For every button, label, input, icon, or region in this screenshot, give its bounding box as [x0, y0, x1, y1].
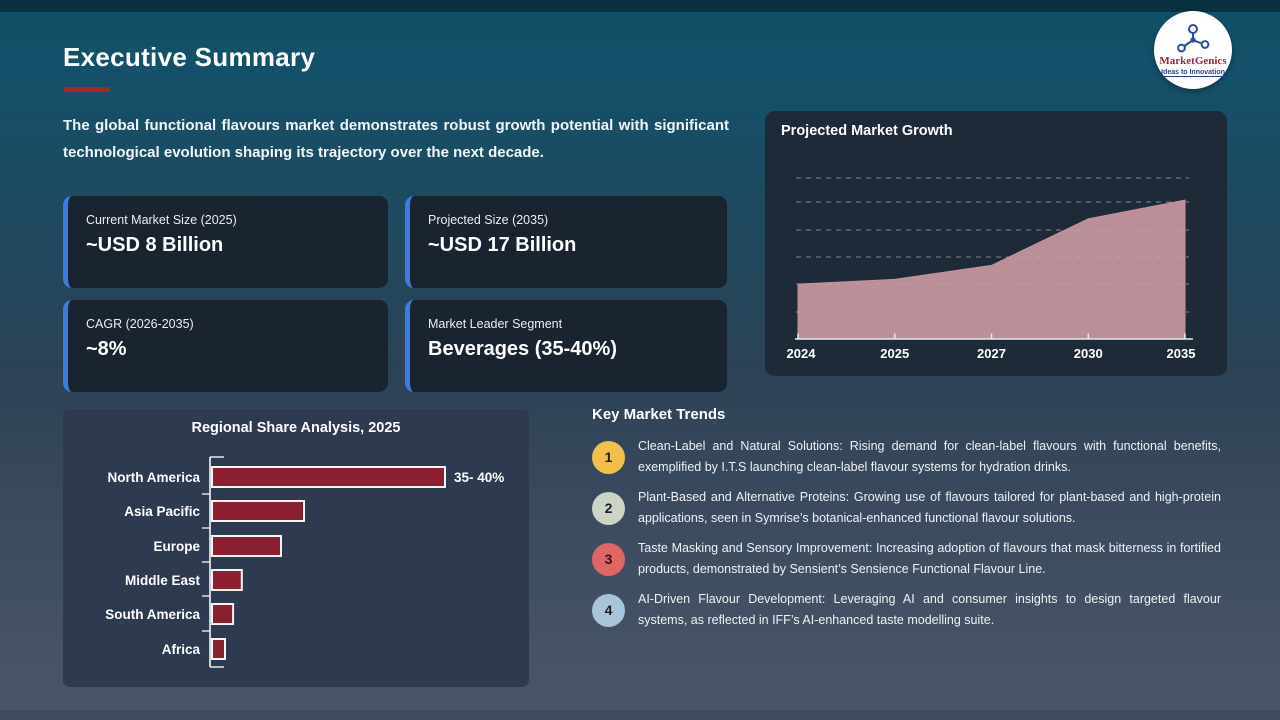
growth-chart-title: Projected Market Growth — [781, 123, 953, 139]
stat-card-market-leader: Market Leader Segment Beverages (35-40%) — [405, 300, 727, 392]
trend-text: Clean-Label and Natural Solutions: Risin… — [638, 439, 1221, 474]
stat-cards: Current Market Size (2025) ~USD 8 Billio… — [63, 196, 727, 392]
stat-card-label: CAGR (2026-2035) — [86, 317, 194, 331]
trend-list: 1 Clean-Label and Natural Solutions: Risi… — [592, 436, 1222, 631]
stat-card-value: ~USD 8 Billion — [86, 234, 224, 256]
key-market-trends: Key Market Trends 1 Clean-Label and Natur… — [592, 406, 1222, 640]
bar-europe — [211, 535, 282, 557]
trend-number-badge: 4 — [592, 593, 625, 627]
bar-category-label: North America — [107, 470, 200, 485]
x-axis-label: 2024 — [787, 346, 817, 359]
trend-item: 1 Clean-Label and Natural Solutions: Risi… — [592, 436, 1222, 478]
x-axis-label: 2025 — [880, 346, 909, 359]
stat-card-label: Market Leader Segment — [428, 317, 563, 331]
bar-category-label: Asia Pacific — [124, 504, 200, 519]
regional-chart-title: Regional Share Analysis, 2025 — [191, 420, 401, 436]
regional-bar-chart: North America 35- 40% Asia Pacific Europe Mi… — [105, 456, 504, 668]
stat-card-label: Projected Size (2035) — [428, 213, 549, 227]
stat-card-value: Beverages (35-40%) — [428, 338, 617, 360]
top-strip — [0, 0, 1280, 12]
bar-category-label: South America — [105, 607, 200, 622]
trend-text: Plant-Based and Alternative Proteins: Gr… — [638, 490, 1221, 525]
page-title: Executive Summary — [63, 42, 316, 72]
trend-number-badge: 2 — [592, 491, 625, 525]
logo-name: MarketGenics — [1159, 55, 1227, 68]
trend-item: 4 AI-Driven Flavour Development: Leveragi… — [592, 589, 1222, 631]
bar-south-america — [211, 603, 235, 625]
growth-chart-panel: Projected Market Growth 2024 2025 2027 2030… — [765, 111, 1227, 376]
trend-item: 3 Taste Masking and Sensory Improvement: … — [592, 538, 1222, 580]
title-underline — [64, 87, 110, 92]
stat-card-value: ~USD 17 Billion — [428, 234, 577, 256]
bar-category-label: Middle East — [125, 573, 201, 588]
marketgenics-logo: MarketGenics Ideas to Innovation — [1154, 11, 1232, 89]
trend-number-badge: 1 — [592, 440, 625, 474]
trend-number-badge: 3 — [592, 542, 625, 576]
stat-card-projected-size: Projected Size (2035) ~USD 17 Billion — [405, 196, 727, 288]
bar-africa — [211, 638, 226, 660]
logo-tagline: Ideas to Innovation — [1161, 68, 1225, 77]
x-axis-label: 2035 — [1167, 346, 1196, 359]
bottom-strip — [0, 710, 1280, 720]
bar-category-label: Africa — [162, 642, 201, 657]
stat-card-label: Current Market Size (2025) — [86, 213, 237, 227]
stat-card-current-market-size: Current Market Size (2025) ~USD 8 Billio… — [63, 196, 388, 288]
growth-area-chart: 2024 2025 2027 2030 2035 — [787, 177, 1196, 359]
trend-item: 2 Plant-Based and Alternative Proteins: G… — [592, 487, 1222, 529]
regional-chart-panel: Regional Share Analysis, 2025 North Amer… — [63, 409, 529, 687]
trend-text: Taste Masking and Sensory Improvement: I… — [638, 541, 1221, 576]
bar-asia-pacific — [211, 500, 305, 522]
x-axis-label: 2027 — [977, 346, 1006, 359]
bar-north-america — [211, 466, 446, 488]
bar-middle-east — [211, 569, 243, 591]
bar-category-label: Europe — [153, 539, 200, 554]
trends-title: Key Market Trends — [592, 406, 726, 423]
molecule-icon — [1177, 24, 1210, 53]
x-axis-label: 2030 — [1074, 346, 1103, 359]
bar-value-label: 35- 40% — [454, 470, 504, 485]
intro-paragraph: The global functional flavours market de… — [63, 117, 729, 161]
stat-card-cagr: CAGR (2026-2035) ~8% — [63, 300, 388, 392]
trend-text: AI-Driven Flavour Development: Leveragin… — [638, 592, 1221, 627]
stat-card-value: ~8% — [86, 338, 127, 360]
